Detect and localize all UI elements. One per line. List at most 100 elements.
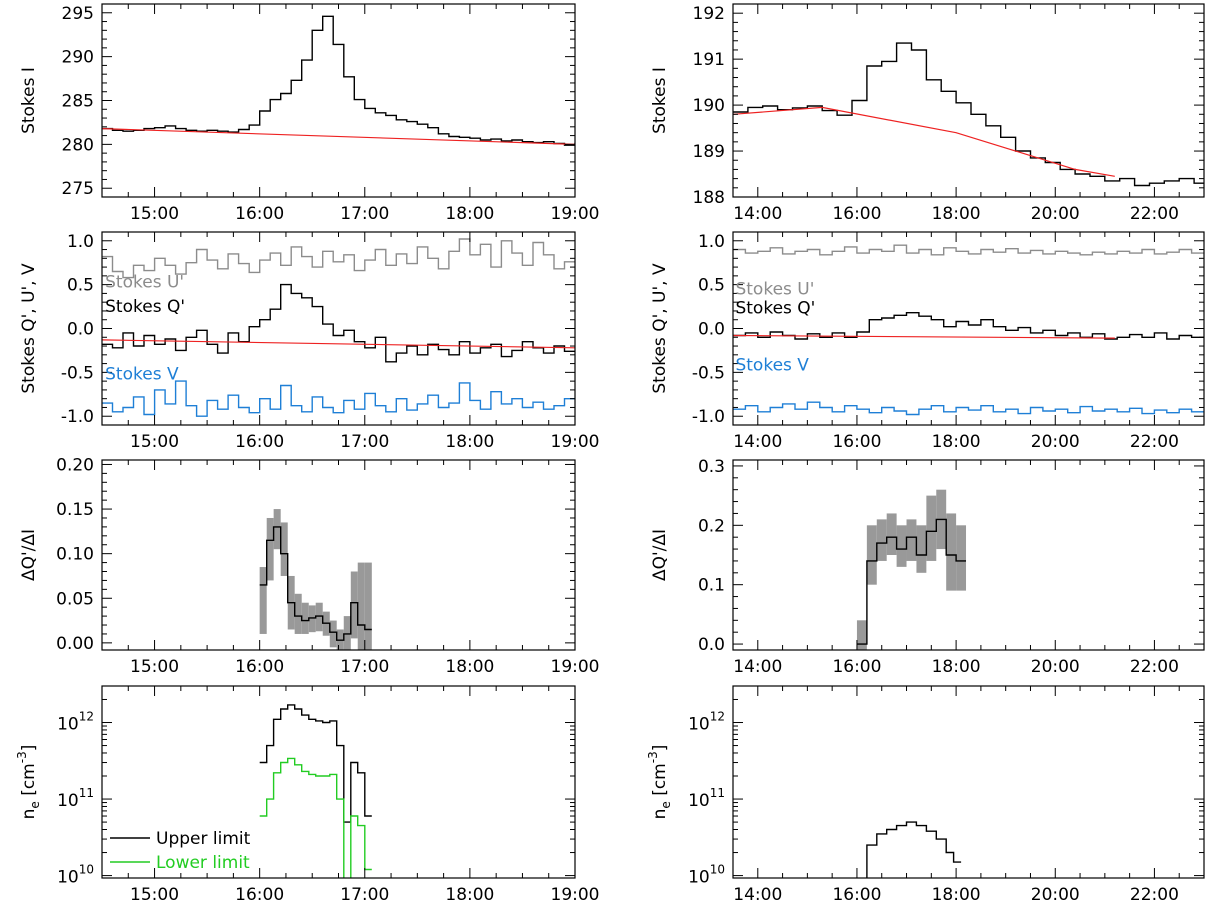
y-tick-label: 0.0 bbox=[698, 635, 725, 655]
y-tick-label: 192 bbox=[693, 4, 725, 24]
y-axis-label: ne [cm-3] bbox=[646, 745, 673, 820]
x-tick-label: 16:00 bbox=[832, 885, 881, 905]
error-band bbox=[308, 605, 316, 633]
y-tick-label: 285 bbox=[62, 92, 94, 112]
fit-line bbox=[102, 339, 575, 349]
error-band bbox=[896, 525, 907, 567]
error-band bbox=[273, 509, 281, 550]
series-annotation: Stokes U' bbox=[735, 279, 814, 299]
error-band bbox=[886, 513, 897, 555]
axes-frame bbox=[101, 459, 576, 651]
axes-frame bbox=[732, 685, 1205, 879]
error-band bbox=[350, 571, 358, 639]
y-tick-label: 0.2 bbox=[698, 516, 725, 536]
y-tick-label: 1010 bbox=[57, 863, 94, 888]
y-tick-label: 0.10 bbox=[56, 545, 94, 565]
y-tick-label: 1011 bbox=[688, 786, 725, 811]
error-band bbox=[315, 602, 323, 632]
y-axis-label: Stokes Q', U', V bbox=[650, 263, 670, 394]
x-tick-label: 18:00 bbox=[932, 204, 981, 224]
panel-5: 15:00 16:00 17:00 18:00 19:00 0.00 0.05 0.10 0.1… bbox=[19, 455, 600, 677]
x-tick-label: 16:00 bbox=[235, 657, 284, 677]
y-tick-label: 0.0 bbox=[67, 320, 94, 340]
legend-label: Lower limit bbox=[156, 853, 250, 873]
y-tick-label: 1.0 bbox=[67, 232, 94, 252]
series-line bbox=[102, 15, 575, 146]
plot-area bbox=[102, 15, 575, 146]
y-tick-label: 188 bbox=[693, 188, 725, 208]
y-tick-label: 1010 bbox=[688, 863, 725, 888]
x-tick-label: 18:00 bbox=[932, 657, 981, 677]
error-band bbox=[329, 620, 337, 648]
y-tick-label: -0.5 bbox=[692, 363, 725, 383]
y-tick-label: 290 bbox=[62, 48, 94, 68]
y-tick-label: 0.00 bbox=[56, 634, 94, 654]
y-axis-label: Stokes I bbox=[650, 67, 670, 134]
x-tick-label: 20:00 bbox=[1031, 204, 1080, 224]
axes-frame bbox=[101, 3, 576, 198]
error-band bbox=[357, 562, 365, 650]
panel-6: 14:00 16:00 18:00 20:00 22:00 0.0 0.1 0.2 0.3 ΔQ'… bbox=[650, 457, 1205, 677]
y-axis-label: Stokes I bbox=[19, 67, 39, 134]
series-line bbox=[856, 518, 966, 645]
x-tick-label: 18:00 bbox=[932, 432, 981, 452]
axes-frame bbox=[101, 231, 576, 426]
x-tick-label: 16:00 bbox=[235, 432, 284, 452]
error-band bbox=[856, 620, 867, 650]
axes-frame bbox=[732, 459, 1205, 651]
x-tick-label: 17:00 bbox=[340, 657, 389, 677]
x-tick-label: 14:00 bbox=[733, 204, 782, 224]
series-annotation: Stokes U' bbox=[105, 272, 184, 292]
x-tick-label: 16:00 bbox=[235, 885, 284, 905]
x-tick-label: 20:00 bbox=[1031, 657, 1080, 677]
series-line bbox=[102, 283, 575, 363]
x-tick-label: 16:00 bbox=[832, 657, 881, 677]
y-tick-label: 189 bbox=[693, 142, 725, 162]
x-tick-label: 16:00 bbox=[832, 204, 881, 224]
x-tick-label: 15:00 bbox=[130, 657, 179, 677]
series-annotation: Stokes Q' bbox=[735, 299, 815, 319]
plot-area bbox=[102, 238, 575, 417]
plot-area bbox=[733, 244, 1204, 416]
x-tick-label: 14:00 bbox=[733, 432, 782, 452]
plot-area bbox=[866, 821, 962, 878]
x-tick-label: 17:00 bbox=[340, 204, 389, 224]
fit-line bbox=[733, 334, 1115, 339]
x-tick-label: 19:00 bbox=[551, 657, 600, 677]
y-tick-label: -1.0 bbox=[692, 407, 725, 427]
x-tick-label: 19:00 bbox=[551, 885, 600, 905]
series-line bbox=[259, 704, 372, 823]
panel-1: 15:00 16:00 17:00 18:00 19:00 275 280 285 290 295… bbox=[19, 3, 600, 224]
legend-label: Upper limit bbox=[156, 829, 251, 849]
y-tick-label: 0.0 bbox=[698, 320, 725, 340]
x-tick-label: 15:00 bbox=[130, 432, 179, 452]
x-tick-label: 18:00 bbox=[445, 204, 494, 224]
series-line bbox=[102, 380, 575, 417]
x-tick-label: 18:00 bbox=[445, 432, 494, 452]
x-tick-label: 15:00 bbox=[130, 885, 179, 905]
fit-line bbox=[102, 128, 575, 145]
series-line bbox=[259, 757, 372, 878]
error-band bbox=[343, 616, 351, 650]
x-tick-label: 22:00 bbox=[1130, 204, 1179, 224]
error-band bbox=[301, 602, 309, 634]
series-annotation: Stokes V bbox=[105, 364, 179, 384]
y-tick-label: 190 bbox=[693, 96, 725, 116]
x-tick-label: 20:00 bbox=[1031, 885, 1080, 905]
y-tick-label: 0.1 bbox=[698, 576, 725, 596]
panel-7: 15:00 16:00 17:00 18:00 19:00 1010 1011 1012 ne … bbox=[15, 685, 600, 905]
y-tick-label: 1.0 bbox=[698, 232, 725, 252]
x-tick-label: 19:00 bbox=[551, 432, 600, 452]
error-band bbox=[266, 517, 274, 581]
series-line bbox=[866, 821, 962, 878]
series-line bbox=[733, 312, 1204, 340]
y-axis-label: Stokes Q', U', V bbox=[19, 263, 39, 394]
plot-area bbox=[259, 704, 372, 878]
y-tick-label: 0.05 bbox=[56, 589, 94, 609]
x-tick-label: 18:00 bbox=[932, 885, 981, 905]
series-line bbox=[259, 526, 372, 641]
y-tick-label: 280 bbox=[62, 135, 94, 155]
axes-frame bbox=[732, 3, 1205, 198]
y-tick-label: 295 bbox=[62, 4, 94, 24]
